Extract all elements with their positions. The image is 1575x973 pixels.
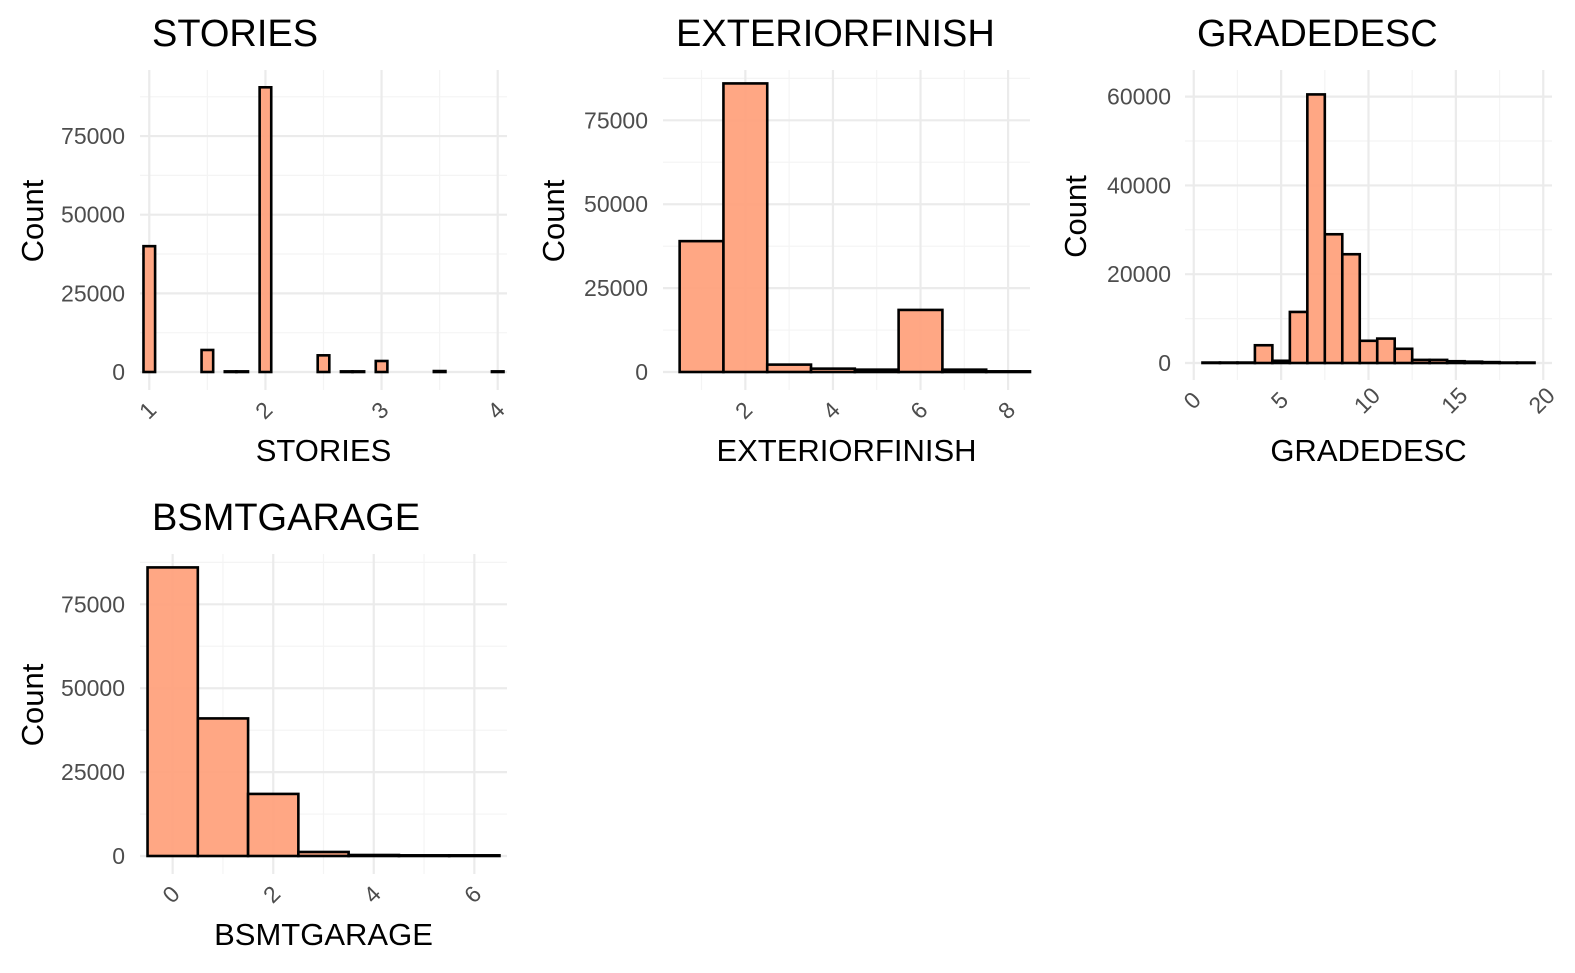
- bar: [490, 370, 505, 374]
- x-tick-label: 0: [1178, 387, 1205, 414]
- bar: [1463, 360, 1484, 365]
- y-tick-label: 75000: [61, 591, 125, 617]
- x-tick-label: 6: [459, 881, 486, 908]
- y-tick-label: 0: [112, 843, 125, 869]
- bar: [297, 850, 350, 858]
- bar: [397, 854, 451, 858]
- bar: [1323, 232, 1344, 365]
- bar: [1410, 358, 1431, 365]
- x-tick-label: 2: [730, 397, 757, 424]
- bar: [853, 368, 900, 374]
- y-tick-label: 0: [635, 359, 648, 385]
- bar: [984, 370, 1032, 374]
- y-tick-label: 20000: [1107, 261, 1171, 287]
- x-tick-label: 4: [482, 396, 510, 424]
- bar: [347, 853, 401, 858]
- x-axis-label: STORIES: [256, 433, 392, 468]
- y-tick-label: 0: [112, 359, 125, 385]
- x-tick-label: 1: [134, 397, 161, 424]
- bar: [1253, 343, 1274, 365]
- bar: [1375, 337, 1397, 365]
- bar: [678, 239, 725, 374]
- bar: [432, 369, 447, 374]
- bar: [897, 308, 944, 374]
- x-tick-label: 2: [258, 881, 285, 908]
- x-tick-label: 5: [1266, 387, 1293, 414]
- panel-exteriorfinish: 0 25000 50000 75000 2 4 6 8 EXTERIORFINISH EXTERI…: [536, 13, 1032, 468]
- y-axis-label: Count: [536, 179, 571, 262]
- x-tick-label: 4: [358, 880, 386, 908]
- x-tick-label: 3: [366, 397, 393, 424]
- bar: [1480, 360, 1501, 365]
- bar: [146, 566, 200, 858]
- y-tick-label: 0: [1158, 350, 1171, 376]
- bar: [1340, 252, 1362, 365]
- chart-title: GRADEDESC: [1197, 13, 1438, 55]
- chart-title: EXTERIORFINISH: [676, 13, 995, 55]
- y-axis-label: Count: [15, 179, 50, 262]
- chart-title: BSMTGARAGE: [152, 497, 420, 539]
- bar: [351, 370, 366, 374]
- x-tick-label: 0: [157, 881, 184, 908]
- bar: [941, 368, 988, 374]
- bar: [447, 854, 501, 858]
- bar: [200, 348, 215, 374]
- y-tick-label: 50000: [61, 675, 125, 701]
- x-tick-label: 15: [1436, 382, 1472, 418]
- y-tick-label: 60000: [1107, 84, 1171, 110]
- panel-gradedesc: 0 20000 40000 60000 0 5 10 15 20 GRADEDESC GRADEDE…: [1058, 13, 1560, 468]
- bar: [809, 367, 857, 374]
- bar: [339, 370, 354, 374]
- chart-title: STORIES: [152, 13, 318, 55]
- x-axis-label: EXTERIORFINISH: [716, 433, 976, 468]
- x-axis-label: GRADEDESC: [1270, 433, 1466, 468]
- x-tick-label: 4: [818, 396, 846, 424]
- x-axis-label: BSMTGARAGE: [214, 917, 433, 952]
- bar: [246, 792, 300, 858]
- bar: [223, 370, 238, 374]
- bar: [1358, 339, 1379, 365]
- y-tick-label: 25000: [61, 280, 125, 306]
- x-tick-label: 20: [1523, 382, 1559, 418]
- bar: [1445, 359, 1466, 365]
- bar: [1428, 358, 1449, 365]
- x-tick-label: 10: [1349, 382, 1385, 418]
- bar: [196, 717, 250, 858]
- x-tick-label: 2: [250, 397, 277, 424]
- x-tick-label: 8: [993, 397, 1020, 424]
- y-tick-label: 75000: [584, 107, 648, 133]
- bar: [1393, 347, 1414, 365]
- y-tick-label: 25000: [584, 275, 648, 301]
- y-axis-label: Count: [15, 663, 50, 746]
- bar: [1306, 93, 1327, 365]
- y-tick-label: 25000: [61, 759, 125, 785]
- bar: [316, 354, 331, 374]
- panel-stories: 0 25000 50000 75000 1 2 3 4 STORIES STORIES Count: [15, 13, 510, 468]
- y-tick-label: 50000: [584, 191, 648, 217]
- bar: [142, 244, 157, 374]
- x-tick-label: 6: [905, 397, 932, 424]
- y-tick-label: 50000: [61, 202, 125, 228]
- bar: [235, 370, 250, 374]
- bar: [722, 82, 769, 374]
- y-axis-label: Count: [1058, 175, 1093, 258]
- bar: [374, 359, 389, 374]
- y-tick-label: 40000: [1107, 172, 1171, 198]
- bar: [258, 86, 273, 374]
- bar: [1288, 310, 1309, 365]
- panel-bsmtgarage: 0 25000 50000 75000 0 2 4 6 BSMTGARAGE BSMTGARAGE…: [15, 497, 507, 952]
- bar: [765, 363, 813, 374]
- y-tick-label: 75000: [61, 123, 125, 149]
- bar: [1271, 359, 1292, 365]
